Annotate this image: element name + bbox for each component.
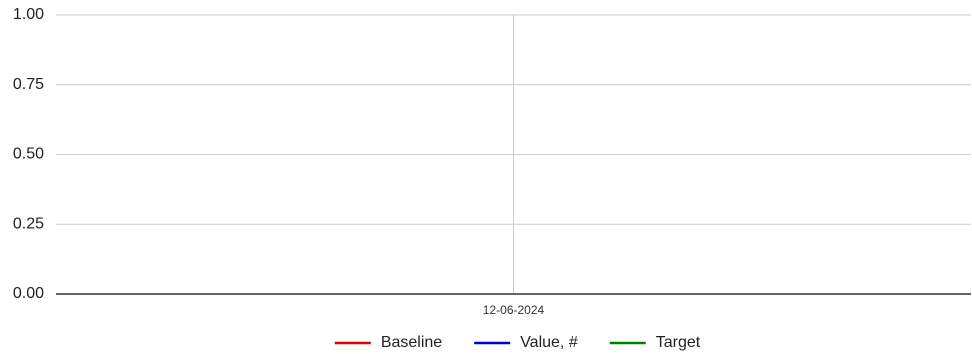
legend-label: Target xyxy=(656,334,701,351)
y-tick-label: 1.00 xyxy=(13,6,44,23)
y-tick-label: 0.50 xyxy=(13,146,44,163)
legend-label: Baseline xyxy=(381,334,442,351)
y-tick-label: 0.75 xyxy=(13,76,44,93)
y-tick-label: 0.00 xyxy=(13,285,44,302)
legend-label: Value, # xyxy=(520,334,578,351)
x-tick-label: 12-06-2024 xyxy=(483,303,545,317)
y-tick-label: 0.25 xyxy=(13,215,44,232)
